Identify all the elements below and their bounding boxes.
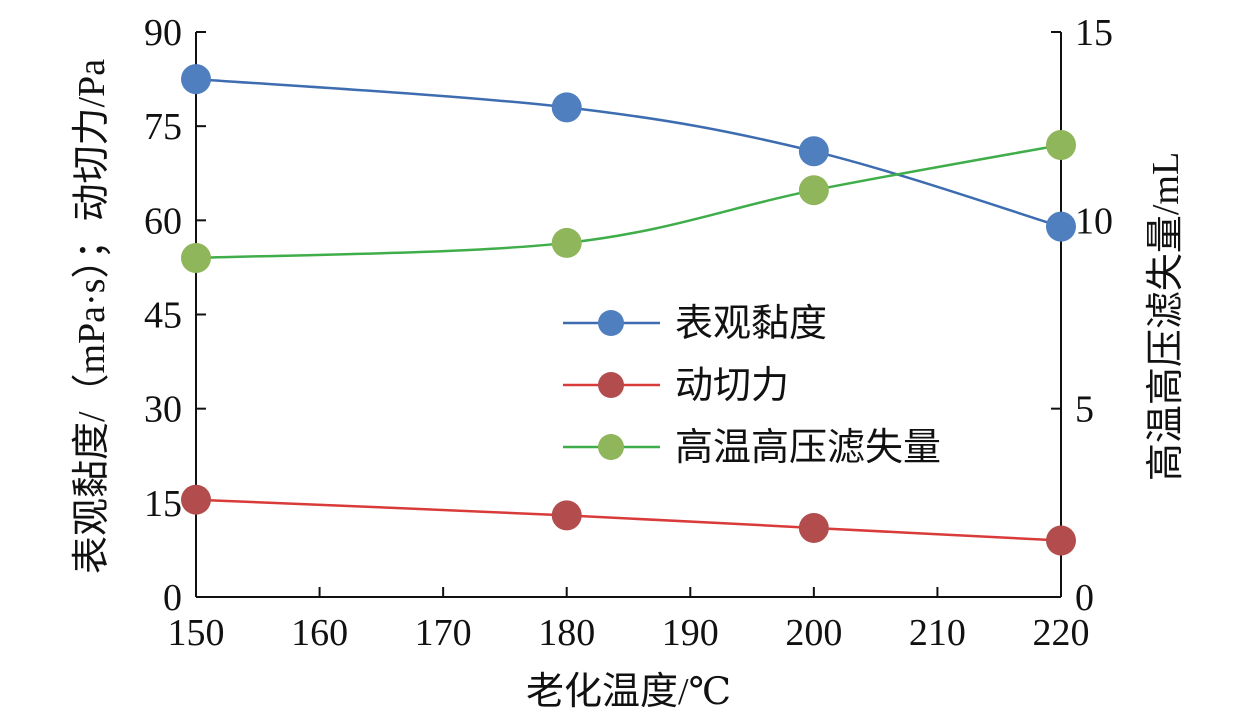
x-tick-label: 180 [538,612,595,654]
x-tick-label: 210 [909,612,966,654]
series-markers [181,64,1076,556]
series-line-hthp-filtration-loss [195,143,1062,260]
axes: 150 160 170 180 190 200 210 2200153045607590051… [144,12,1113,654]
y-right-tick-label: 5 [1075,389,1094,431]
y-right-tick-label: 10 [1075,200,1113,242]
data-point-apparent-viscosity [798,136,829,167]
series-lines [195,77,1062,542]
x-tick-label: 190 [662,612,719,654]
y-right-tick-label: 15 [1075,12,1113,54]
data-point-yield-point [1046,525,1076,556]
data-point-hthp-filtration-loss [551,227,582,258]
axis-titles: 老化温度/℃ 表观黏度/（mPa·s）；动切力/Pa 高温高压滤失量/mL [71,59,1187,713]
y-left-tick-label: 60 [144,200,182,242]
x-tick-label: 170 [415,612,472,654]
data-point-hthp-filtration-loss [1046,130,1076,160]
x-tick-label: 150 [168,612,225,654]
y-right-axis-title: 高温高压滤失量/mL [1145,152,1187,481]
data-point-hthp-filtration-loss [798,175,829,206]
y-left-tick-label: 15 [144,483,182,525]
legend-marker-apparent-viscosity [598,310,624,336]
legend-label-apparent-viscosity: 表观黏度 [675,303,827,345]
data-point-hthp-filtration-loss [181,243,211,273]
data-point-yield-point [798,512,829,543]
legend-marker-hthp-filtration-loss [598,434,624,460]
x-tick-label: 160 [291,612,348,654]
data-point-yield-point [551,500,582,531]
data-point-apparent-viscosity [551,92,582,123]
y-left-tick-label: 90 [144,12,182,54]
data-point-apparent-viscosity [181,64,211,95]
y-left-tick-label: 0 [163,577,182,619]
data-point-apparent-viscosity [1046,211,1076,242]
legend-label-hthp-filtration-loss: 高温高压滤失量 [675,427,941,469]
legend-marker-yield-point [598,372,624,398]
data-point-yield-point [181,484,211,515]
y-left-tick-label: 30 [144,389,182,431]
series-line-apparent-viscosity [195,77,1062,228]
y-right-tick-label: 0 [1075,577,1094,619]
x-axis-title: 老化温度/℃ [526,671,731,713]
y-left-axis-title: 表观黏度/（mPa·s）；动切力/Pa [71,59,113,574]
x-tick-label: 200 [785,612,842,654]
y-left-tick-label: 45 [144,295,182,337]
x-tick-label: 220 [1033,612,1090,654]
series-line-yield-point [195,498,1062,542]
legend-label-yield-point: 动切力 [675,365,789,407]
y-left-tick-label: 75 [144,106,182,148]
